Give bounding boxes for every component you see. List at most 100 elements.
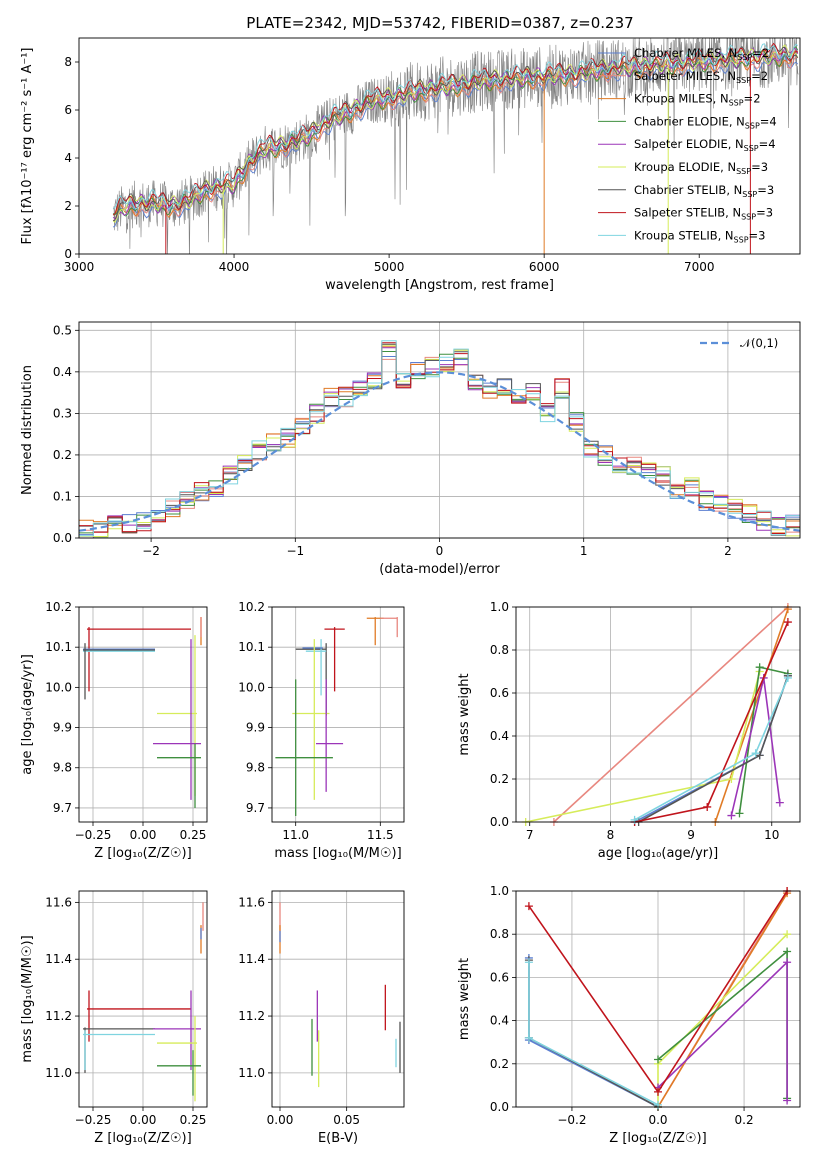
legend-nssp-value: 2: [762, 46, 769, 60]
y-tick-label: 11.6: [238, 895, 265, 909]
weight-line-4: [738, 666, 789, 814]
x-axis-label: age [log₁₀(age/yr)]: [598, 846, 719, 861]
x-axis-label: (data-model)/error: [379, 562, 500, 577]
legend-nssp-prefix: , N: [720, 69, 736, 83]
legend-label: 𝒩(0,1): [740, 336, 778, 350]
legend-nssp-eq: =: [751, 69, 761, 83]
y-tick-label: 9.7: [53, 801, 72, 815]
weight-point: [630, 815, 639, 824]
y-axis-label: Flux [fλ10⁻¹⁷ erg cm⁻² s⁻¹ A⁻¹]: [20, 48, 35, 245]
weight-point: [783, 958, 792, 967]
residual-hist-panel: −2 −1 0 1 2 0.0 0.1 0.2 0.3 0.4 0.5 (data-model)/er…: [20, 321, 801, 577]
legend-label: Salpeter MILES, NSSP=2: [634, 69, 768, 85]
x-tick-label: −0.2: [557, 1113, 586, 1127]
legend-series-name: Salpeter MILES: [634, 69, 720, 83]
legend-nssp-eq: =: [756, 206, 766, 220]
weight-point: [755, 663, 764, 672]
legend-nssp-prefix: , N: [721, 46, 737, 60]
weight-line-3: [525, 671, 761, 823]
legend-nssp-value: 3: [767, 183, 774, 197]
x-tick-label: −2: [142, 544, 160, 558]
x-tick-label: 7: [526, 828, 534, 842]
legend-label: Chabrier STELIB, NSSP=3: [634, 183, 774, 199]
y-tick-label: 0.4: [490, 1014, 509, 1028]
x-tick-label: 0.25: [180, 828, 207, 842]
y-tick-label: 10.0: [45, 680, 72, 694]
model-spectrum-4: [112, 47, 799, 220]
x-axis-label: Z [log₁₀(Z/Z☉)]: [94, 846, 191, 861]
legend-nssp-subscript: SSP: [736, 167, 751, 176]
x-tick-label: 1: [580, 544, 588, 558]
x-tick-label: 0: [436, 544, 444, 558]
legend-nssp-eq: =: [759, 137, 769, 151]
age-vs-Z-panel: −0.25 0.00 0.25 9.7 9.8 9.9 10.0 10.1 10.2 Z [log…: [20, 600, 208, 861]
y-tick-label: 0.2: [490, 772, 509, 786]
weight-line-6: [528, 960, 659, 1108]
legend-series-name: Salpeter STELIB: [634, 206, 725, 220]
chart-title: PLATE=2342, MJD=53742, FIBERID=0387, z=0…: [246, 14, 633, 32]
y-tick-label: 0.4: [53, 365, 72, 379]
weight-point: [654, 1087, 662, 1096]
weight-point: [524, 902, 533, 911]
weight-point: [783, 1096, 792, 1105]
x-tick-label: −1: [286, 544, 304, 558]
legend-nssp-prefix: , N: [725, 206, 741, 220]
weight-point: [654, 1100, 662, 1109]
observed-spectrum: [112, 38, 799, 254]
weight-point: [524, 1033, 533, 1042]
x-tick-label: 0.2: [735, 1113, 754, 1127]
y-axis-label: age [log₁₀(age/yr)]: [20, 654, 35, 775]
legend-nssp-prefix: , N: [728, 137, 744, 151]
x-tick-label: 3000: [64, 260, 95, 274]
legend-label: Salpeter STELIB, NSSP=3: [634, 206, 773, 222]
legend-series-name: Chabrier STELIB: [634, 183, 726, 197]
legend-nssp-eq: =: [744, 92, 754, 106]
legend-label: Kroupa STELIB, NSSP=3: [634, 228, 766, 244]
legend-nssp-subscript: SSP: [729, 99, 744, 108]
legend-series-name: Chabrier ELODIE: [634, 114, 729, 128]
y-tick-label: 10.2: [238, 600, 265, 614]
y-tick-label: 10.2: [45, 600, 72, 614]
weight-point: [751, 749, 760, 758]
weight-point: [524, 958, 533, 967]
legend-nssp-eq: =: [757, 183, 767, 197]
residual-histogram-8: [79, 340, 800, 537]
y-tick-label: 11.2: [45, 1009, 72, 1023]
weight-point: [703, 802, 712, 811]
y-tick-label: 0.8: [490, 927, 509, 941]
y-tick-label: 0.6: [490, 686, 509, 700]
legend-series-name: Kroupa ELODIE: [634, 160, 720, 174]
weight-point: [727, 775, 736, 783]
age-vs-mass-panel: 11.0 11.5 9.7 9.8 9.9 10.0 10.1 10.2 mass [log₁₀…: [238, 600, 405, 861]
y-tick-label: 10.1: [238, 640, 265, 654]
weight-line-1: [714, 608, 789, 823]
weight-point: [727, 811, 736, 820]
legend-nssp-value: 2: [761, 69, 768, 83]
legend-nssp-eq: =: [749, 228, 759, 242]
y-tick-label: 0.6: [490, 970, 509, 984]
legend-label: Chabrier MILES, NSSP=2: [634, 46, 769, 62]
y-tick-label: 9.9: [53, 721, 72, 735]
weight-vs-Z-panel: −0.2 0.0 0.2 0.0 0.2 0.4 0.6 0.8 1.0 Z [log₁₀(Z/Z…: [457, 884, 801, 1146]
y-tick-label: 0: [64, 247, 72, 261]
legend-nssp-value: 3: [758, 228, 765, 242]
y-tick-label: 11.6: [45, 895, 72, 909]
x-tick-label: 11.5: [367, 828, 394, 842]
legend-nssp-prefix: , N: [718, 228, 734, 242]
plot-frame: [78, 37, 801, 255]
y-tick-label: 0.2: [53, 448, 72, 462]
legend-nssp-subscript: SSP: [736, 76, 751, 85]
y-tick-label: 0.2: [490, 1057, 509, 1071]
x-tick-label: 5000: [374, 260, 405, 274]
y-tick-label: 0.0: [490, 815, 509, 829]
weight-point: [735, 809, 744, 818]
legend-series-name: Chabrier MILES: [634, 46, 721, 60]
x-tick-label: 10: [764, 828, 779, 842]
y-tick-label: 4: [64, 151, 72, 165]
legend-nssp-subscript: SSP: [737, 53, 752, 62]
legend-nssp-subscript: SSP: [734, 235, 749, 244]
legend-nssp-value: 3: [766, 206, 773, 220]
y-tick-label: 11.0: [238, 1066, 265, 1080]
x-tick-label: 4000: [219, 260, 250, 274]
